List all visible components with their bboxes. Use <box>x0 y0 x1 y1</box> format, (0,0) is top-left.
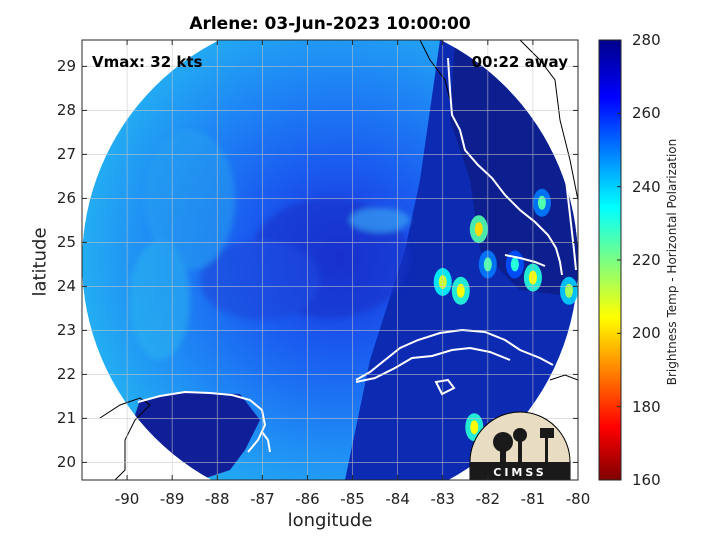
brightness-swath <box>82 40 578 480</box>
y-tick-label: 20 <box>56 453 76 472</box>
colorbar-tick-label: 240 <box>632 177 661 196</box>
y-tick-label: 25 <box>56 233 76 252</box>
y-tick-label: 22 <box>56 365 76 384</box>
grid-lines <box>82 40 578 480</box>
colorbar-tick-label: 160 <box>632 471 661 489</box>
logo-text: CIMSS <box>493 466 546 479</box>
axes-frame <box>81 39 579 481</box>
x-tick-label: -85 <box>340 490 365 508</box>
x-tick-label: -81 <box>520 490 546 508</box>
x-tick-label: -89 <box>159 490 185 508</box>
colorbar-tick-label: 220 <box>632 251 661 269</box>
y-tick-label: 23 <box>56 321 76 340</box>
x-tick-label: -83 <box>430 490 455 508</box>
cimss-logo: CIMSS <box>469 411 571 480</box>
y-tick-label: 28 <box>56 101 76 120</box>
coastlines <box>137 57 577 453</box>
x-tick-label: -82 <box>475 490 501 508</box>
x-tick-label: -86 <box>295 490 320 508</box>
chart-title: Arlene: 03-Jun-2023 10:00:00 <box>189 14 471 34</box>
colorbar-tick-label: 260 <box>632 104 661 123</box>
colorbar-ticks <box>617 39 621 481</box>
x-axis-label: longitude <box>287 510 373 531</box>
cold-cell <box>469 215 488 244</box>
colorbar-tick-label: 280 <box>632 31 661 49</box>
x-tick-label: -88 <box>205 490 230 508</box>
time-away-annotation: 00:22 away <box>471 53 568 71</box>
colorbar-tick-label: 200 <box>632 324 661 343</box>
x-tick-label: -80 <box>565 490 591 508</box>
y-tick-label: 29 <box>56 57 76 76</box>
y-tick-label: 27 <box>56 145 76 164</box>
vmax-annotation: Vmax: 32 kts <box>92 53 203 71</box>
cold-cell <box>451 276 470 305</box>
cold-cell <box>532 188 551 217</box>
colorbar-label: Brightness Temp - Horizontal Polarizatio… <box>665 138 679 386</box>
tick-marks <box>82 40 579 480</box>
cold-cell <box>559 276 578 305</box>
colorbar-tick-label: 180 <box>632 397 661 416</box>
y-tick-label: 24 <box>56 277 76 296</box>
y-tick-label: 21 <box>56 409 76 428</box>
y-tick-label: 26 <box>56 189 76 208</box>
land-outlines <box>99 40 578 480</box>
x-tick-label: -90 <box>114 490 140 508</box>
cold-cell <box>505 250 524 279</box>
x-tick-label: -87 <box>250 490 275 508</box>
x-tick-label: -84 <box>385 490 410 508</box>
